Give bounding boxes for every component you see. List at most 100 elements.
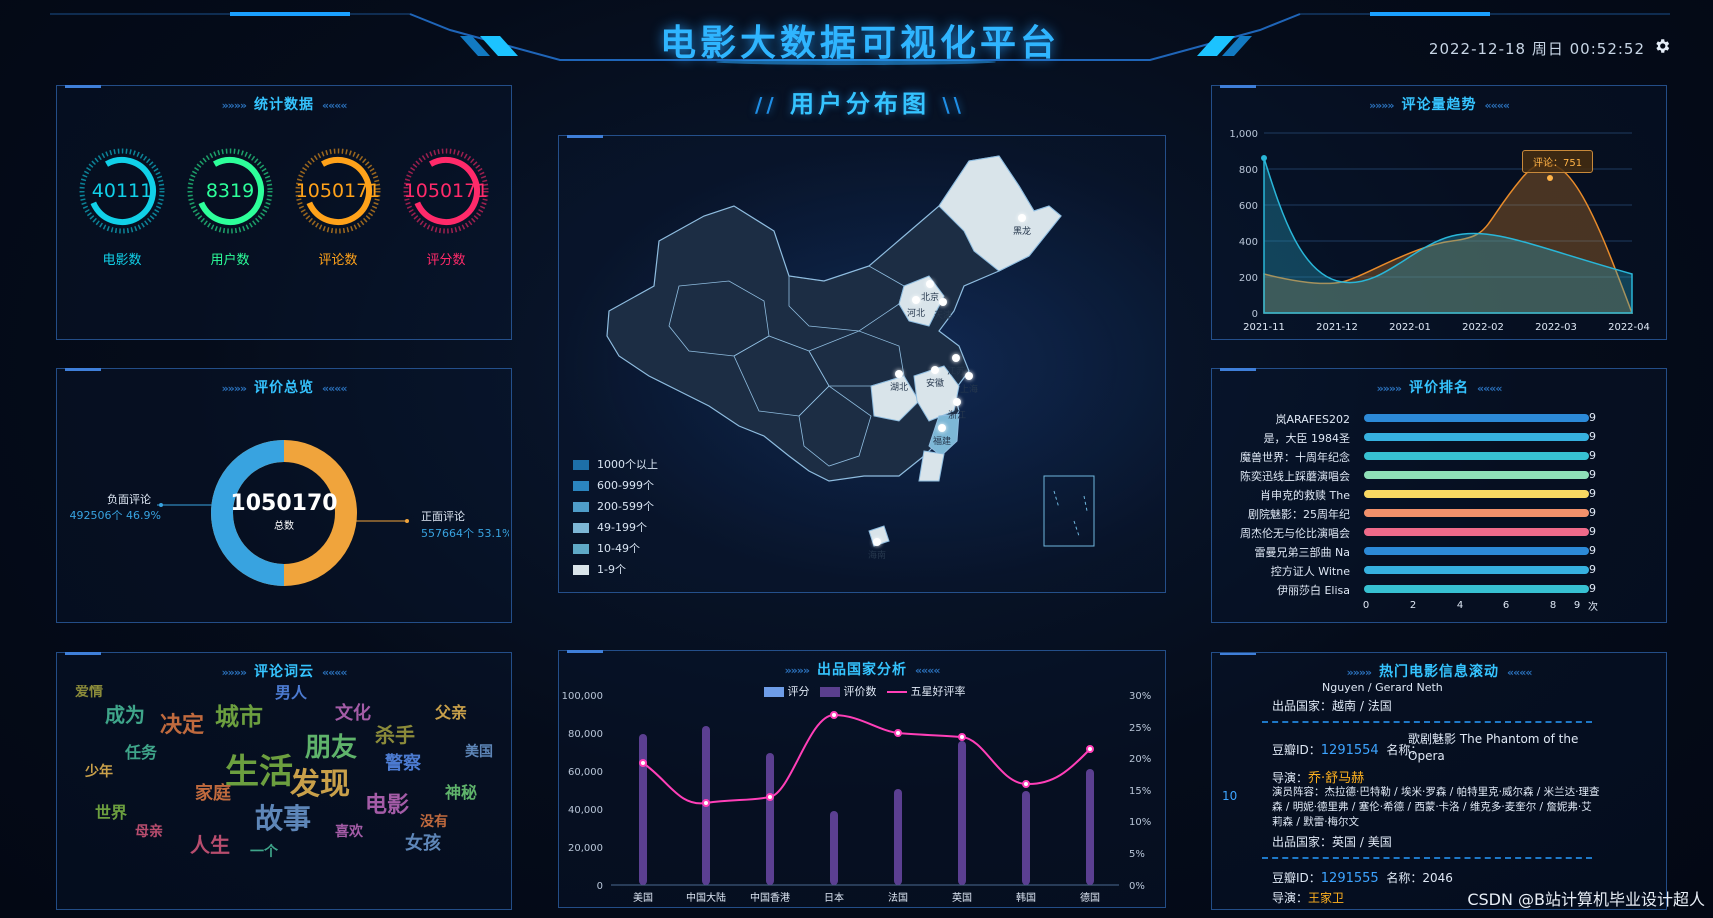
ranking-row[interactable]: 伊丽莎白 Elisa 9 [1212,580,1632,599]
map-city-label: 海南 [867,551,886,561]
wordcloud: 生活 发现 故事 电影 成为 决定 杀手 警察 人生 朋友 世界 父亲 女孩 文化 任务 家庭 爱情 男人 母亲 神秘… [75,685,495,860]
ranking-row[interactable]: 是，大臣 1984圣 9 [1212,428,1632,447]
ranking-value: 9 [1589,544,1596,557]
stat-label-0: 电影数 [102,253,142,268]
map-city-dot[interactable] [965,372,973,380]
ranking-row[interactable]: 岚ARAFES202 9 [1212,409,1632,428]
ranking-bar [1364,566,1589,574]
ranking-row[interactable]: 陈奕迅线上踩蘑演唱会 9 [1212,466,1632,485]
wordcloud-word: 世界 [95,803,128,822]
header: 电影大数据可视化平台 2022-12-18 周日 00:52:52 [0,0,1713,70]
map-city-dot[interactable] [953,398,961,406]
wordcloud-word: 一个 [250,844,278,860]
ranking-bar [1364,452,1589,460]
ranking-value: 9 [1589,487,1596,500]
svg-text:80,000: 80,000 [568,729,603,740]
ranking-bar [1364,490,1589,498]
ranking-row[interactable]: 控方证人 Witne 9 [1212,561,1632,580]
ranking-label: 周杰伦无与伦比演唱会 [1240,527,1350,540]
svg-text:100,000: 100,000 [562,691,603,702]
stat-label-1: 用户数 [210,253,250,268]
svg-text:6: 6 [1503,600,1509,611]
ranking-bar [1364,414,1589,422]
region-zhejiang[interactable] [928,413,960,457]
overview-panel: »»»» 评价总览 «««« 1050170 总数 负面评论 492506个 46.… [56,368,512,623]
donut-total: 1050170 [230,491,338,516]
map-city-dot[interactable] [939,298,947,306]
map-city-dot[interactable] [931,366,939,374]
negative-label: 负面评论 [107,493,151,506]
hot-line1: Nguyen / Gerard Neth [1322,681,1443,694]
ranking-value: 9 [1589,411,1596,424]
trend-panel: »»»» 评论量趋势 «««« 1,000 800 600 400 200 0 2021-1… [1211,85,1667,340]
ranking-value: 9 [1589,563,1596,576]
region-heilongjiang[interactable] [938,155,1062,272]
svg-text:2022-02: 2022-02 [1462,322,1504,333]
svg-text:0: 0 [597,881,603,892]
svg-text:中国大陆: 中国大陆 [686,891,726,904]
datetime: 2022-12-18 周日 00:52:52 [1428,40,1645,58]
svg-text:1,000: 1,000 [1229,129,1258,140]
svg-text:法国: 法国 [888,891,908,904]
map-legend-item[interactable]: 49-199个 [573,519,647,535]
svg-text:5%: 5% [1129,849,1145,860]
ranking-value: 9 [1589,582,1596,595]
map-legend-item[interactable]: 200-599个 [573,498,654,514]
svg-text:2021-11: 2021-11 [1243,322,1285,333]
map-city-dot[interactable] [912,296,920,304]
ranking-value: 9 [1589,449,1596,462]
gear-icon[interactable] [1653,37,1671,55]
hot-id2-link[interactable]: 1291555 [1320,871,1379,886]
ranking-label: 岚ARAFES202 [1275,413,1350,426]
svg-text:40,000: 40,000 [568,805,603,816]
svg-text:800: 800 [1239,165,1258,176]
map-legend-item[interactable]: 1-9个 [573,561,626,577]
ranking-panel: »»»» 评价排名 «««« 岚ARAFES202 9 是，大臣 1984圣 9 魔兽世界：… [1211,368,1667,623]
donut-negative-slice [211,440,285,586]
positive-label: 正面评论 [421,510,465,523]
map-legend-item[interactable]: 1000个以上 [573,456,658,472]
ranking-label: 肖申克的救赎 The [1260,489,1350,502]
wordcloud-word: 家庭 [195,783,231,804]
map-city-dot[interactable] [873,538,881,546]
hot-id1-link[interactable]: 1291554 [1320,743,1379,758]
hot-cast1: 演员阵容：杰拉德·巴特勒 / 埃米·罗森 / 帕特里克·威尔森 / 米兰达·理查… [1272,786,1600,829]
map-legend-item[interactable]: 600-999个 [573,477,654,493]
region-fujian[interactable] [918,450,945,482]
stat-value: 1050171 [403,180,489,202]
svg-text:400: 400 [1239,237,1258,248]
ranking-row[interactable]: 肖申克的救赎 The 9 [1212,485,1632,504]
hot-panel: »»»» 热门电影信息滚动 «««« Nguyen / Gerard Neth 出品… [1211,652,1667,910]
ranking-row[interactable]: 剧院魅影：25周年纪 9 [1212,504,1632,523]
negative-value: 492506个 46.9% [69,509,161,522]
wordcloud-word: 没有 [420,814,448,830]
wordcloud-word: 神秘 [445,783,478,802]
hot-director2: 导演：王家卫 [1272,891,1345,905]
wordcloud-word: 成为 [105,703,145,727]
ranking-row[interactable]: 魔兽世界：十周年纪念 9 [1212,447,1632,466]
country-panel-title: »»»» 出品国家分析 «««« [784,662,941,678]
country-panel: »»»» 出品国家分析 «««« 评分 评价数 五星好评率 100,000 80,0… [558,650,1166,908]
map-city-dot[interactable] [1018,214,1026,222]
wordcloud-word: 杀手 [375,723,415,747]
map-city-dot[interactable] [926,280,934,288]
ranking-row[interactable]: 雷曼兄弟三部曲 Na 9 [1212,542,1632,561]
map-city-label: 福建 [932,437,951,447]
ranking-bar [1364,433,1589,441]
ranking-axis: 0 2 4 6 8 9 [1363,600,1580,611]
map-city-dot[interactable] [952,354,960,362]
map-city-dot[interactable] [895,370,903,378]
region-jiangsu-anhui[interactable] [913,365,960,422]
donut-chart [157,440,409,586]
wordcloud-word: 父亲 [435,703,468,722]
ranking-row[interactable]: 周杰伦无与伦比演唱会 9 [1212,523,1632,542]
map-city-dot[interactable] [938,424,946,432]
map-city-label: 黑龙 [1012,227,1031,237]
map-city-label: 上海 [959,385,978,395]
header-frame [50,12,1670,65]
ranking-value: 9 [1589,506,1596,519]
svg-text:2022-04: 2022-04 [1608,322,1650,333]
svg-text:德国: 德国 [1080,891,1100,904]
wordcloud-word: 母亲 [135,824,163,840]
map-legend-item[interactable]: 10-49个 [573,540,640,556]
